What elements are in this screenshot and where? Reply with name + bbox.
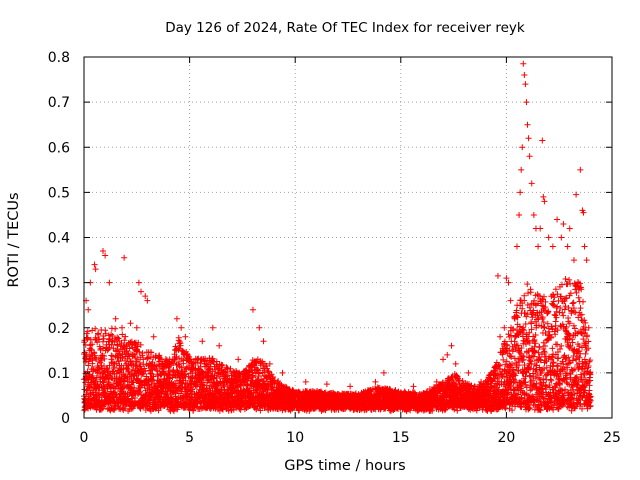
data-series-roti xyxy=(81,60,594,415)
data-point xyxy=(137,359,144,366)
data-point xyxy=(108,331,115,338)
data-point xyxy=(102,330,109,337)
data-point xyxy=(142,368,149,375)
data-point xyxy=(83,352,90,359)
data-point xyxy=(122,333,129,340)
data-point xyxy=(137,388,144,395)
data-point xyxy=(89,341,96,348)
data-point xyxy=(147,370,154,377)
data-point xyxy=(84,334,91,341)
data-point xyxy=(108,341,115,348)
data-point xyxy=(123,347,130,354)
data-point xyxy=(160,369,167,376)
data-point xyxy=(142,377,149,384)
data-point xyxy=(114,334,121,341)
data-point xyxy=(91,352,98,359)
data-point xyxy=(111,364,118,371)
data-point xyxy=(139,350,146,357)
data-point xyxy=(115,335,122,342)
data-point xyxy=(149,359,156,366)
data-point xyxy=(146,397,153,404)
data-point xyxy=(119,331,126,338)
data-point xyxy=(175,337,182,344)
data-point xyxy=(131,342,138,349)
data-point xyxy=(102,327,109,334)
data-point xyxy=(140,356,147,363)
data-point xyxy=(146,381,153,388)
data-point xyxy=(132,354,139,361)
data-point xyxy=(134,343,141,350)
data-point xyxy=(150,373,157,380)
data-point xyxy=(100,338,107,345)
data-point xyxy=(85,362,92,369)
data-point xyxy=(136,349,143,356)
data-point xyxy=(118,339,125,346)
data-point xyxy=(101,355,108,362)
data-point xyxy=(107,381,114,388)
data-point xyxy=(128,338,135,345)
data-point xyxy=(84,328,91,335)
data-point xyxy=(87,336,94,343)
data-point xyxy=(175,346,182,353)
data-point xyxy=(120,344,127,351)
data-point xyxy=(100,335,107,342)
data-point xyxy=(173,353,180,360)
data-point xyxy=(454,407,461,414)
chart-title: Day 126 of 2024, Rate Of TEC Index for r… xyxy=(165,20,525,36)
data-point xyxy=(163,357,170,364)
data-point xyxy=(149,376,156,383)
data-point xyxy=(126,345,133,352)
data-point xyxy=(141,365,148,372)
data-point xyxy=(144,355,151,362)
data-point xyxy=(155,407,162,414)
data-point xyxy=(173,367,180,374)
data-point xyxy=(92,325,99,332)
data-point xyxy=(121,337,128,344)
data-point xyxy=(148,349,155,356)
data-point xyxy=(170,360,177,367)
data-point xyxy=(115,358,122,365)
data-point xyxy=(161,370,168,377)
data-point xyxy=(156,355,163,362)
data-point xyxy=(149,367,156,374)
data-point xyxy=(93,374,100,381)
data-point xyxy=(95,330,102,337)
data-point xyxy=(150,380,157,387)
data-point xyxy=(89,327,96,334)
data-point xyxy=(117,377,124,384)
data-point xyxy=(112,325,119,332)
data-point xyxy=(130,379,137,386)
data-point xyxy=(124,365,131,372)
data-point xyxy=(164,390,171,397)
data-point xyxy=(137,341,144,348)
data-point xyxy=(106,362,113,369)
data-point xyxy=(112,391,119,398)
data-point xyxy=(121,405,128,412)
data-point xyxy=(116,380,123,387)
